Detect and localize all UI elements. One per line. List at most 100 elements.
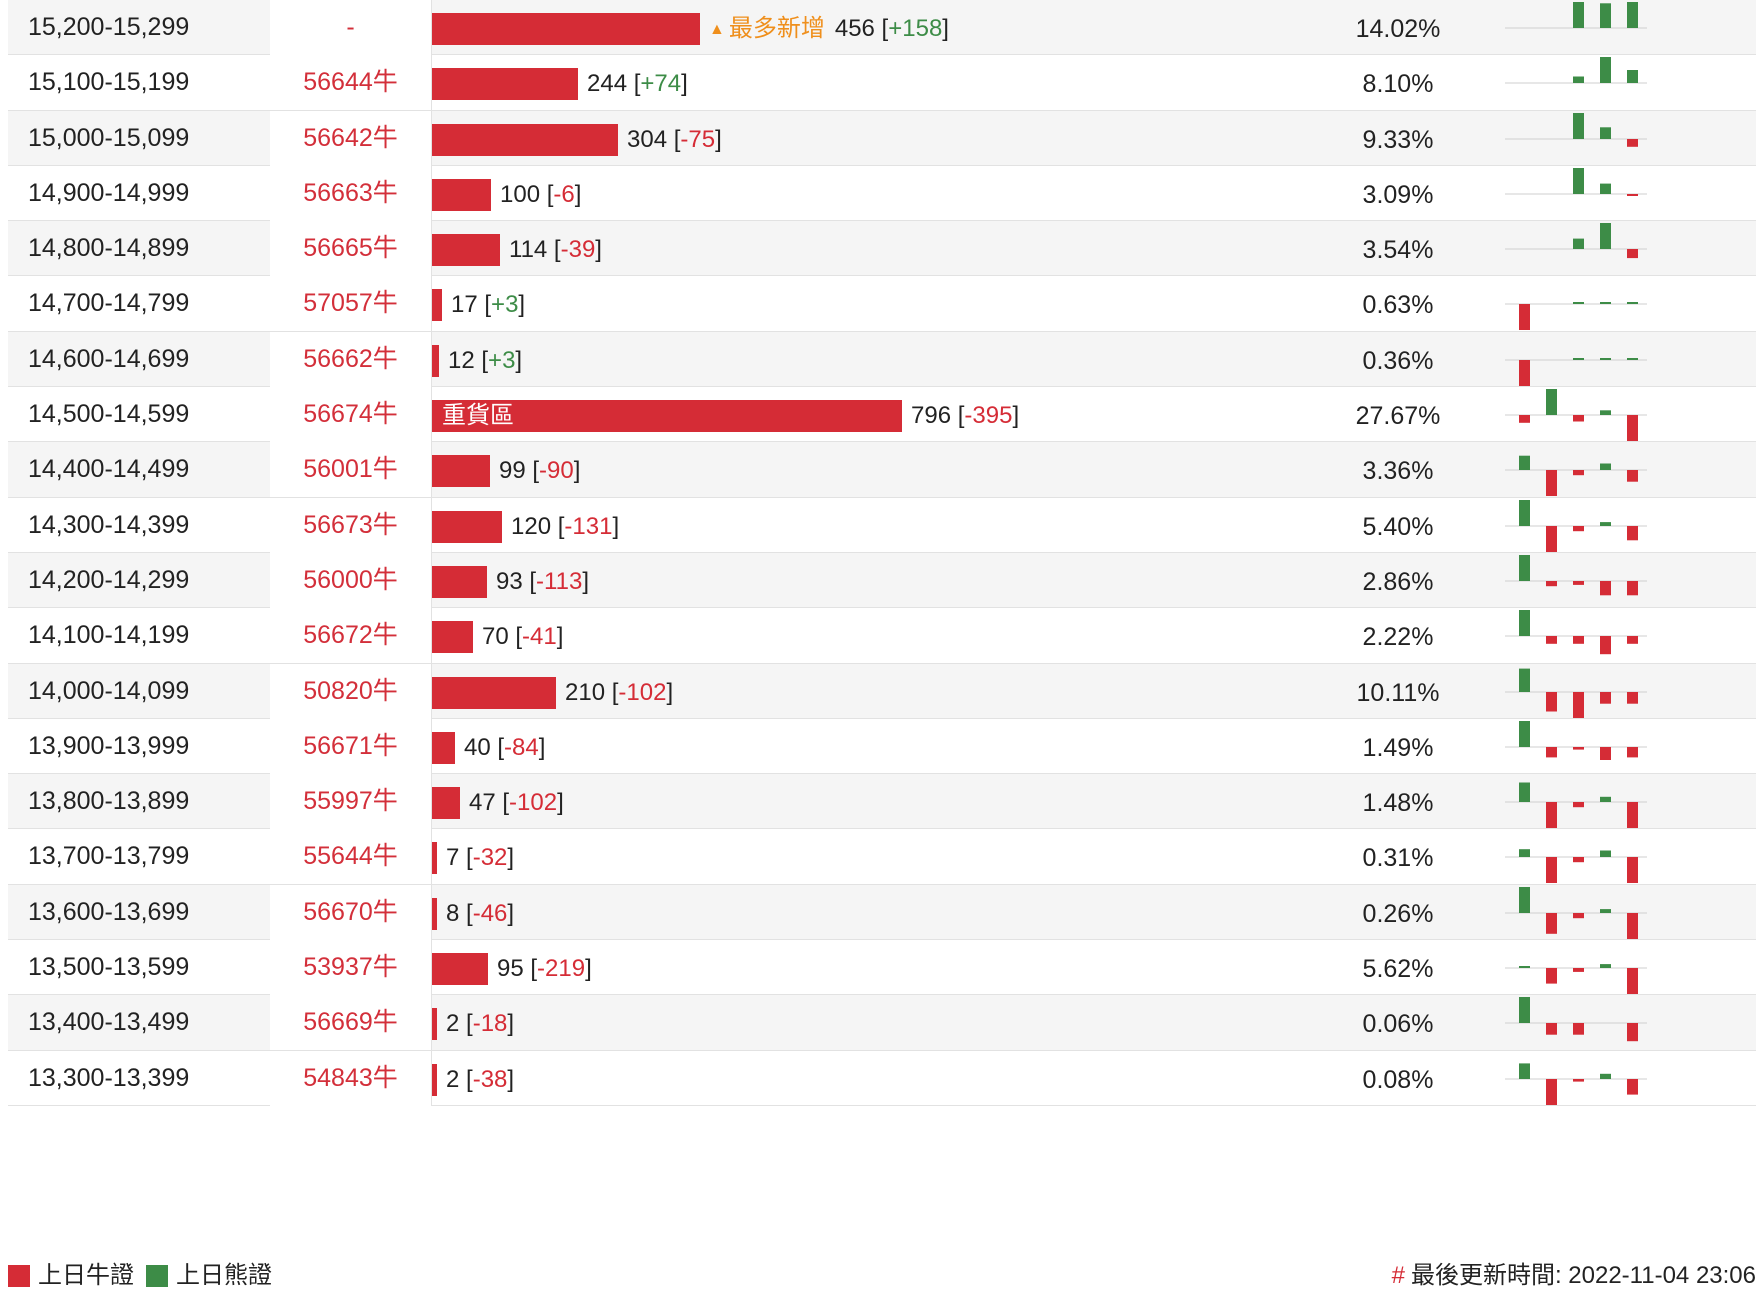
table-row: 15,100-15,199 56644牛 244 [+74] 8.10% [8, 55, 1756, 111]
bull-history-bar [1546, 968, 1557, 984]
history-sparkline [1505, 849, 1647, 884]
code-cell: 56673牛 [270, 497, 431, 553]
volume-bar [432, 842, 437, 875]
strike-range: 14,900-14,999 [28, 178, 190, 207]
bull-history-bar [1627, 1023, 1638, 1042]
column-divider [431, 774, 432, 830]
bull-history-bar [1546, 691, 1557, 712]
volume-bar [432, 68, 578, 101]
volume-text: 120 [-131] [511, 512, 620, 540]
strike-range: 14,200-14,299 [28, 565, 190, 594]
volume-bar [432, 1008, 437, 1041]
volume-text: 796 [-395] [911, 402, 1020, 430]
bear-history-bar [1519, 456, 1530, 471]
volume-value: 2 [446, 1010, 460, 1038]
volume-value: 12 [448, 346, 475, 374]
warrant-code-link[interactable]: 56669牛 [303, 1008, 398, 1037]
bear-history-bar [1519, 610, 1530, 637]
warrant-code-link[interactable]: 56001牛 [303, 455, 398, 484]
bear-history-bar [1600, 463, 1611, 471]
percentage: 2.86% [1362, 567, 1434, 596]
history-sparkline [1505, 997, 1647, 1042]
volume-value: 93 [496, 567, 523, 595]
column-divider [431, 331, 432, 387]
volume-bar [432, 565, 487, 598]
code-cell: 50820牛 [270, 663, 431, 719]
bull-history-bar [1573, 636, 1584, 645]
column-divider [431, 55, 432, 111]
warrant-code-link[interactable]: 56000牛 [303, 565, 398, 594]
strike-range: 14,300-14,399 [28, 510, 190, 539]
bear-history-bar [1573, 76, 1584, 84]
volume-change: +158 [888, 15, 943, 42]
warrant-code-link[interactable]: 56671牛 [303, 731, 398, 760]
table-row: 13,900-13,999 56671牛 40 [-84] 1.49% [8, 718, 1756, 775]
bull-history-bar [1627, 1078, 1638, 1095]
percentage: 9.33% [1362, 125, 1434, 154]
percentage: 0.06% [1362, 1010, 1434, 1039]
volume-change: +74 [640, 70, 682, 98]
bull-history-bar [1573, 857, 1584, 863]
warrant-code-link[interactable]: - [346, 13, 355, 41]
warrant-code-link[interactable]: 53937牛 [303, 953, 398, 982]
volume-text: ▲ 最多新增 456 [+158] [709, 15, 949, 42]
code-cell: 56665牛 [270, 221, 431, 277]
volume-text: 95 [-219] [497, 955, 592, 983]
warrant-code-link[interactable]: 56642牛 [303, 123, 398, 152]
warrant-code-link[interactable]: 56663牛 [303, 178, 398, 207]
history-sparkline [1505, 167, 1647, 196]
warrant-code-link[interactable]: 55997牛 [303, 787, 398, 816]
bear-history-bar [1519, 782, 1530, 803]
bear-history-bar [1519, 997, 1530, 1024]
bull-history-bar [1546, 912, 1557, 934]
volume-change: +3 [491, 291, 519, 319]
code-cell: 56670牛 [270, 884, 431, 940]
bear-history-bar [1627, 302, 1638, 305]
volume-text: 100 [-6] [500, 180, 582, 208]
history-sparkline [1505, 1063, 1647, 1105]
bull-history-bar [1600, 636, 1611, 655]
bull-history-bar [1546, 470, 1557, 497]
bull-history-bar [1573, 968, 1584, 972]
warrant-code-link[interactable]: 56644牛 [303, 68, 398, 97]
warrant-code-link[interactable]: 56665牛 [303, 234, 398, 263]
column-divider [431, 497, 432, 553]
warrant-code-link[interactable]: 56672牛 [303, 621, 398, 650]
volume-bar [432, 344, 439, 377]
column-divider [431, 884, 432, 940]
percentage: 14.02% [1355, 15, 1441, 43]
bull-history-bar [1627, 968, 1638, 995]
volume-change: -18 [472, 1010, 508, 1038]
warrant-code-link[interactable]: 54843牛 [303, 1063, 398, 1092]
column-divider [431, 221, 432, 277]
bear-history-bar [1600, 3, 1611, 29]
history-sparkline [1505, 610, 1647, 655]
column-divider [431, 1050, 432, 1106]
warrant-code-link[interactable]: 56673牛 [303, 510, 398, 539]
percentage: 0.31% [1362, 844, 1434, 873]
bull-history-bar [1627, 802, 1638, 829]
volume-change: -395 [964, 402, 1013, 430]
warrant-code-link[interactable]: 50820牛 [303, 676, 398, 705]
table-row: 14,600-14,699 56662牛 12 [+3] 0.36% [8, 331, 1756, 388]
bull-history-bar [1627, 249, 1638, 259]
bull-history-bar [1546, 802, 1557, 829]
volume-text: 210 [-102] [565, 678, 674, 706]
bull-history-bar [1546, 857, 1557, 884]
bull-history-bar [1573, 1078, 1584, 1082]
column-divider [431, 995, 432, 1051]
warrant-code-link[interactable]: 56662牛 [303, 344, 398, 373]
warrant-code-link[interactable]: 55644牛 [303, 842, 398, 871]
warrant-code-link[interactable]: 56670牛 [303, 897, 398, 926]
warrant-code-link[interactable]: 57057牛 [303, 289, 398, 318]
bull-history-bar [1573, 525, 1584, 531]
volume-text: 70 [-41] [482, 623, 564, 651]
volume-change: -41 [522, 623, 557, 651]
bear-history-bar [1519, 554, 1530, 581]
warrant-code-link[interactable]: 56674牛 [303, 400, 398, 429]
bear-history-bar [1519, 966, 1530, 969]
volume-value: 99 [499, 457, 526, 485]
volume-bar [432, 953, 488, 986]
history-sparkline [1505, 499, 1647, 552]
bull-history-bar [1627, 857, 1638, 884]
